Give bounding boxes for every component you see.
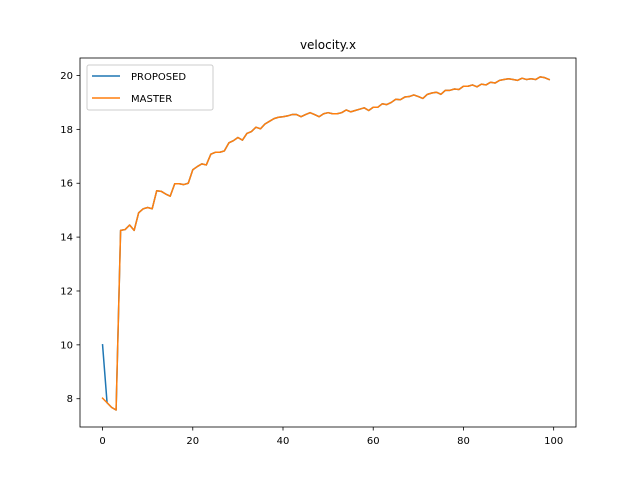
y-tick-label: 16 — [60, 179, 73, 190]
x-axis-ticks: 0 20 40 60 80 100 — [99, 427, 563, 447]
y-tick-label: 20 — [60, 71, 73, 82]
x-tick-label: 20 — [186, 436, 199, 447]
legend: PROPOSED MASTER — [86, 64, 214, 111]
legend-label-proposed: PROPOSED — [131, 72, 186, 83]
x-tick-label: 60 — [367, 436, 380, 447]
series-lines — [101, 76, 551, 411]
x-tick-label: 40 — [277, 436, 290, 447]
x-tick-label: 0 — [99, 436, 105, 447]
y-axis-ticks: 8 10 12 14 16 18 20 — [60, 71, 80, 405]
legend-label-master: MASTER — [131, 94, 172, 105]
x-tick-label: 80 — [457, 436, 470, 447]
x-tick-label: 100 — [544, 436, 563, 447]
chart-title: velocity.x — [300, 38, 356, 52]
y-tick-label: 12 — [60, 286, 73, 297]
y-tick-label: 10 — [60, 340, 73, 351]
y-tick-label: 14 — [60, 233, 73, 244]
y-tick-label: 8 — [67, 394, 73, 405]
axes-frame — [79, 57, 577, 428]
y-tick-label: 18 — [60, 125, 73, 136]
series-line-master — [101, 76, 551, 411]
